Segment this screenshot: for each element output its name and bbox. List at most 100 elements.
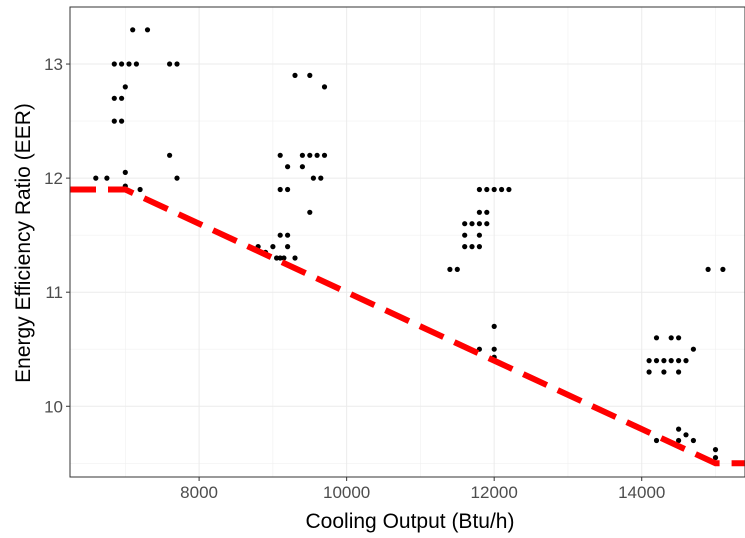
data-point: [653, 335, 660, 341]
data-point: [676, 437, 682, 444]
data-point: [277, 186, 283, 193]
data-point: [321, 84, 328, 90]
data-point: [462, 244, 468, 250]
data-point: [133, 61, 139, 67]
data-points: [93, 27, 726, 461]
data-point: [174, 61, 180, 67]
data-point: [111, 118, 117, 124]
data-point: [111, 61, 117, 67]
data-point: [646, 358, 652, 364]
x-axis-title: Cooling Output (Btu/h): [306, 510, 515, 533]
data-point: [484, 186, 490, 193]
data-point: [646, 369, 652, 375]
data-point: [277, 232, 283, 238]
data-point: [705, 266, 711, 272]
data-point: [285, 232, 291, 238]
data-point: [174, 175, 180, 181]
data-point: [292, 255, 298, 261]
data-point: [484, 209, 490, 215]
data-point: [720, 266, 726, 272]
data-point: [712, 447, 719, 453]
data-point: [653, 437, 660, 444]
data-point: [119, 95, 125, 101]
data-point: [307, 152, 313, 158]
data-point: [462, 232, 468, 238]
reference-line-layer: [70, 186, 745, 467]
reference-line: [70, 186, 745, 467]
data-point: [285, 164, 291, 170]
data-point: [661, 369, 667, 375]
y-tick-labels: 10 11 12 13: [44, 55, 63, 416]
x-tick-labels: 8000 10000 12000 14000: [180, 483, 665, 502]
data-point: [321, 152, 328, 158]
data-point: [499, 186, 505, 193]
data-point: [277, 152, 283, 158]
data-point: [104, 175, 110, 181]
data-point: [299, 164, 305, 170]
data-point: [476, 221, 482, 227]
y-tick-label: 11: [45, 283, 63, 302]
data-point: [454, 266, 460, 272]
data-point: [318, 175, 324, 181]
data-point: [690, 437, 697, 444]
data-point: [274, 255, 280, 261]
data-point: [299, 152, 305, 158]
data-point: [285, 186, 291, 193]
data-point: [476, 186, 482, 193]
data-point: [270, 244, 276, 250]
data-point: [469, 221, 475, 227]
data-point: [281, 255, 287, 261]
data-point: [712, 455, 719, 461]
data-point: [167, 152, 173, 158]
data-point: [676, 426, 682, 432]
data-point: [144, 27, 151, 33]
x-tick-label: 10000: [323, 483, 370, 502]
y-tick-label: 12: [44, 169, 63, 188]
data-point: [122, 169, 128, 175]
data-point: [307, 72, 313, 78]
x-tick-label: 12000: [471, 483, 518, 502]
y-tick-label: 10: [44, 397, 63, 416]
data-point: [93, 175, 99, 181]
data-point: [277, 255, 283, 261]
data-point: [676, 369, 682, 375]
x-tick-label: 8000: [180, 483, 218, 502]
data-point: [307, 209, 313, 215]
data-point: [653, 358, 660, 364]
x-tick-label: 14000: [618, 483, 665, 502]
data-point: [111, 95, 117, 101]
panel-border: [69, 6, 745, 478]
data-point: [661, 358, 667, 364]
data-point: [491, 346, 497, 352]
data-point: [126, 61, 132, 67]
major-grid: [70, 7, 745, 477]
data-point: [683, 432, 689, 438]
data-point: [668, 335, 674, 341]
data-point: [668, 358, 674, 364]
data-point: [491, 323, 497, 329]
data-point: [676, 335, 682, 341]
data-point: [506, 186, 512, 193]
y-axis-title: Energy Efficiency Ratio (EER): [12, 103, 35, 383]
axis-ticks: [66, 63, 643, 481]
data-point: [690, 346, 697, 352]
data-point: [491, 186, 497, 193]
y-tick-label: 13: [44, 55, 63, 74]
data-point: [119, 118, 125, 124]
data-point: [676, 358, 682, 364]
data-point: [285, 244, 291, 250]
data-point: [476, 209, 482, 215]
data-point: [469, 244, 475, 250]
data-point: [137, 186, 143, 193]
data-point: [476, 232, 482, 238]
data-point: [130, 27, 136, 33]
data-point: [447, 266, 453, 272]
data-point: [462, 221, 468, 227]
data-point: [310, 175, 316, 181]
data-point: [119, 61, 125, 67]
data-point: [167, 61, 173, 67]
data-point: [122, 84, 128, 90]
data-point: [292, 72, 298, 78]
